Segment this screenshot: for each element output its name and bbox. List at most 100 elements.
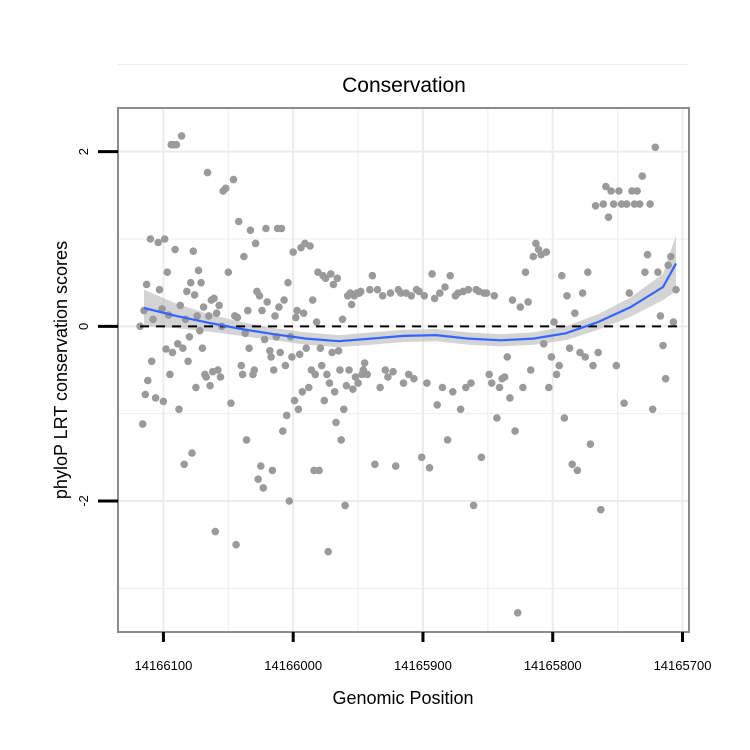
data-point bbox=[651, 143, 660, 152]
data-point bbox=[312, 318, 321, 326]
data-point bbox=[142, 280, 151, 289]
data-point bbox=[334, 347, 343, 355]
data-point bbox=[340, 405, 348, 414]
data-point bbox=[506, 394, 514, 402]
data-point bbox=[669, 318, 678, 326]
data-point bbox=[354, 379, 362, 387]
data-point bbox=[168, 348, 177, 357]
data-point bbox=[441, 283, 449, 291]
data-point bbox=[342, 381, 351, 390]
data-point bbox=[542, 248, 551, 256]
data-point bbox=[373, 285, 382, 294]
data-point bbox=[306, 242, 314, 250]
data-point bbox=[316, 344, 325, 353]
data-point bbox=[206, 381, 214, 390]
data-point bbox=[464, 285, 473, 294]
data-point bbox=[360, 359, 369, 367]
data-point bbox=[384, 373, 392, 381]
data-point bbox=[188, 449, 196, 457]
data-point bbox=[630, 200, 639, 208]
data-point bbox=[584, 268, 592, 277]
data-point bbox=[147, 357, 156, 366]
data-point bbox=[258, 306, 266, 315]
data-point bbox=[495, 383, 504, 392]
data-point bbox=[581, 353, 589, 361]
data-point bbox=[179, 344, 187, 353]
data-point bbox=[337, 436, 346, 444]
data-point bbox=[591, 202, 600, 210]
data-point bbox=[477, 453, 486, 462]
data-point bbox=[163, 268, 172, 277]
data-point bbox=[329, 280, 338, 289]
data-point bbox=[654, 268, 662, 277]
data-point bbox=[259, 484, 268, 492]
data-point bbox=[378, 292, 387, 300]
data-point bbox=[462, 383, 470, 392]
data-point bbox=[175, 405, 183, 414]
data-point bbox=[323, 370, 331, 379]
data-point bbox=[356, 287, 365, 296]
data-point bbox=[347, 300, 356, 309]
data-point bbox=[171, 245, 179, 254]
data-point bbox=[194, 266, 203, 275]
data-point bbox=[241, 329, 249, 338]
data-point bbox=[237, 361, 246, 370]
data-point bbox=[160, 235, 169, 243]
data-point bbox=[524, 298, 532, 306]
data-point bbox=[500, 373, 509, 381]
data-point bbox=[490, 292, 499, 300]
data-point bbox=[185, 333, 194, 341]
data-point bbox=[604, 213, 613, 221]
data-point bbox=[648, 405, 657, 414]
data-point bbox=[327, 270, 335, 278]
data-point bbox=[415, 287, 423, 296]
plot-border bbox=[117, 107, 690, 633]
data-point bbox=[552, 370, 561, 379]
y-axis-label: phyloP LRT conservation scores bbox=[51, 241, 71, 499]
data-point bbox=[254, 475, 262, 484]
data-point bbox=[166, 370, 174, 379]
data-point bbox=[612, 361, 621, 370]
data-point bbox=[294, 405, 303, 414]
data-point bbox=[659, 341, 667, 350]
data-point bbox=[302, 344, 311, 353]
data-point bbox=[482, 289, 491, 297]
data-point bbox=[425, 464, 434, 472]
data-point bbox=[203, 168, 212, 177]
data-point bbox=[417, 453, 426, 462]
data-point bbox=[381, 366, 390, 374]
data-point bbox=[550, 318, 558, 326]
data-point bbox=[299, 309, 308, 318]
data-point bbox=[635, 200, 644, 208]
data-point bbox=[519, 383, 527, 392]
data-point bbox=[404, 370, 413, 379]
data-point bbox=[284, 278, 292, 287]
data-point bbox=[341, 501, 349, 510]
data-point bbox=[280, 296, 288, 304]
data-point bbox=[656, 312, 665, 320]
data-point bbox=[609, 200, 618, 208]
data-point bbox=[433, 401, 442, 409]
data-point bbox=[532, 239, 540, 248]
data-point bbox=[664, 261, 672, 270]
x-axis-label: Genomic Position bbox=[332, 688, 473, 708]
data-point bbox=[190, 291, 199, 299]
data-point bbox=[184, 357, 192, 366]
data-point bbox=[430, 294, 439, 303]
data-point bbox=[244, 306, 252, 315]
data-point bbox=[597, 505, 605, 514]
data-point bbox=[176, 301, 185, 310]
data-point bbox=[246, 226, 255, 235]
data-point bbox=[268, 466, 277, 475]
data-point bbox=[641, 268, 649, 277]
x-axis-ticks: 14166100 14166000 14165900 14165800 14165700 bbox=[134, 632, 711, 673]
data-point bbox=[298, 388, 307, 396]
data-point bbox=[260, 335, 269, 344]
data-point bbox=[154, 238, 162, 247]
data-point bbox=[516, 303, 525, 311]
data-point bbox=[336, 366, 344, 374]
data-point bbox=[305, 383, 313, 392]
data-point bbox=[146, 235, 155, 243]
data-point bbox=[555, 361, 563, 370]
data-point bbox=[420, 292, 429, 300]
